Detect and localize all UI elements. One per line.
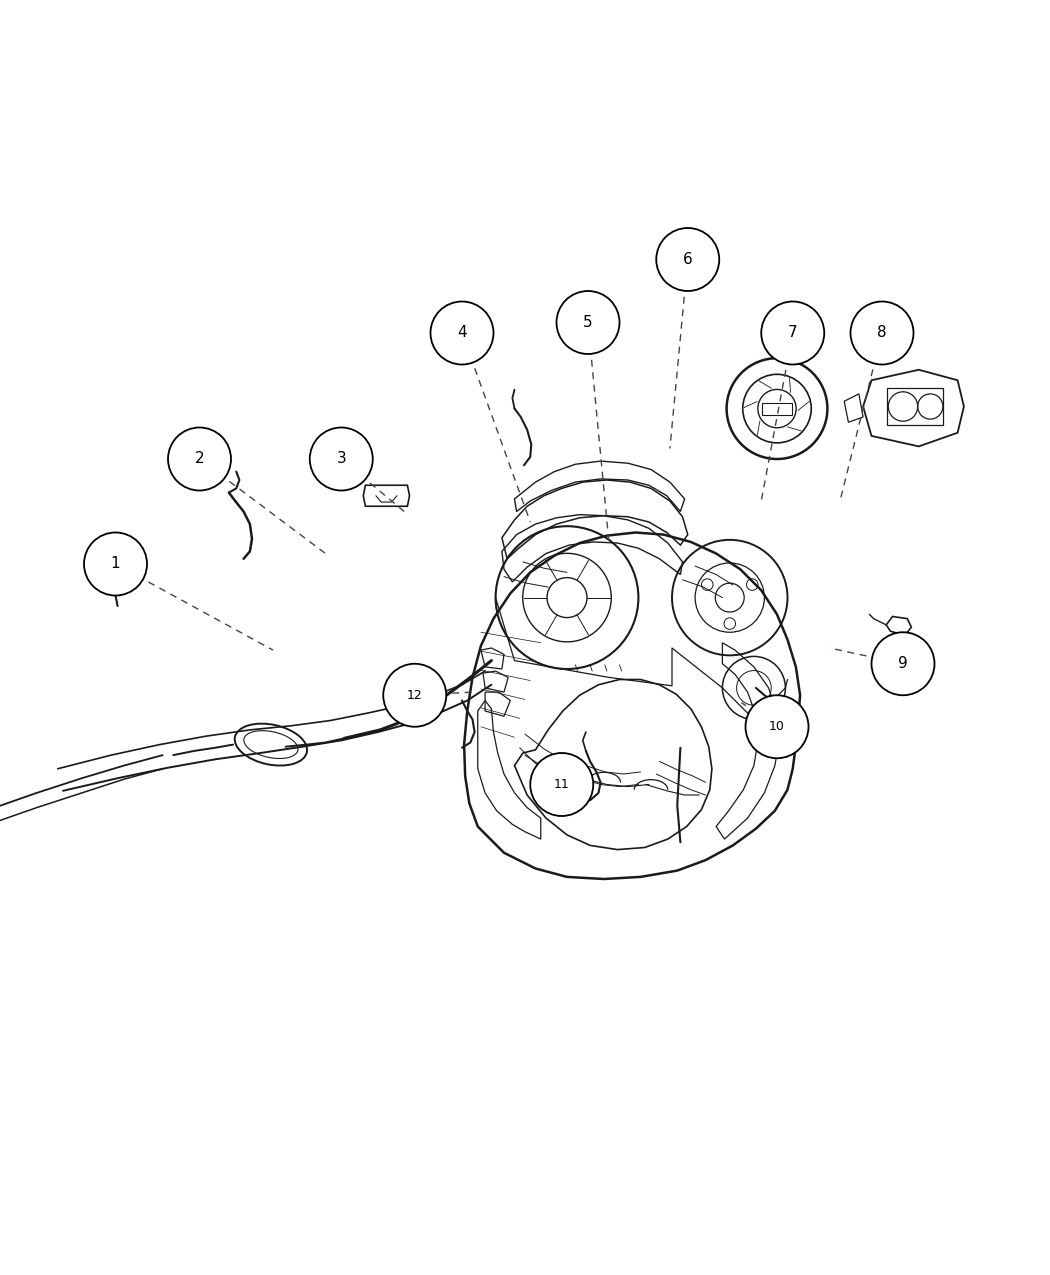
Text: 4: 4 xyxy=(457,325,467,340)
Circle shape xyxy=(84,533,147,595)
Circle shape xyxy=(850,301,913,365)
Text: 8: 8 xyxy=(877,325,887,340)
Circle shape xyxy=(530,754,593,816)
Circle shape xyxy=(761,301,824,365)
Text: 2: 2 xyxy=(194,451,205,467)
Circle shape xyxy=(872,632,934,695)
Circle shape xyxy=(383,664,446,727)
Text: 10: 10 xyxy=(769,720,785,733)
Text: 7: 7 xyxy=(788,325,798,340)
Text: 11: 11 xyxy=(554,778,569,790)
Circle shape xyxy=(746,695,808,759)
Circle shape xyxy=(656,228,719,291)
Circle shape xyxy=(310,427,373,491)
Text: 9: 9 xyxy=(898,657,908,671)
Circle shape xyxy=(430,301,494,365)
Text: 1: 1 xyxy=(110,556,121,571)
Text: 5: 5 xyxy=(583,315,593,330)
Circle shape xyxy=(168,427,231,491)
Text: 3: 3 xyxy=(336,451,346,467)
Text: 6: 6 xyxy=(682,252,693,266)
Text: 12: 12 xyxy=(407,688,422,701)
Circle shape xyxy=(556,291,619,354)
